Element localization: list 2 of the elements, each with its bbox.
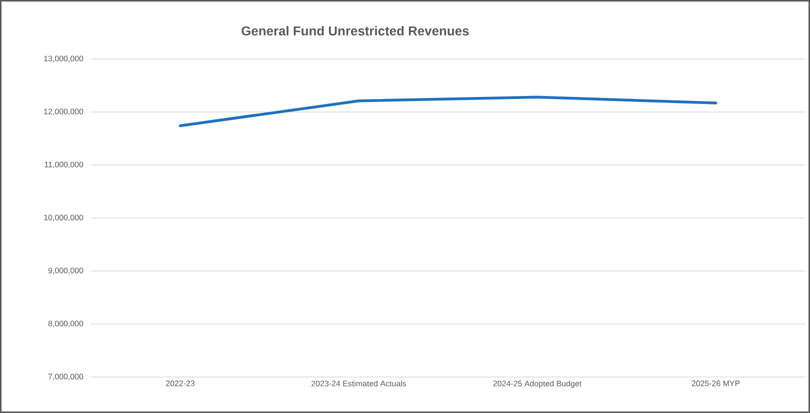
line-series — [178, 96, 718, 128]
chart-title: General Fund Unrestricted Revenues — [242, 26, 469, 36]
